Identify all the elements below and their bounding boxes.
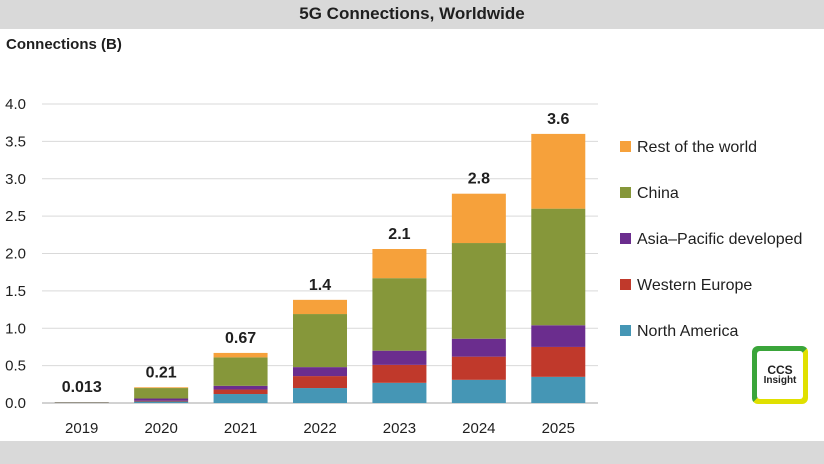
y-tick-label: 0.5 — [5, 358, 26, 375]
legend-swatch — [620, 233, 631, 244]
legend-swatch — [620, 279, 631, 290]
bar-segment — [451, 243, 506, 339]
bar-segment — [531, 376, 586, 403]
bar-segment — [134, 401, 189, 403]
bar-total-label: 0.013 — [62, 379, 102, 396]
bar-segment — [531, 133, 586, 209]
bar-segment — [293, 388, 347, 403]
y-tick-label: 0.0 — [5, 395, 26, 412]
x-tick-label: 2023 — [383, 420, 416, 437]
bar-segment — [134, 398, 189, 401]
bar-segment — [293, 376, 347, 389]
y-axis-label: Connections (B) — [6, 36, 122, 53]
legend-swatch — [620, 187, 631, 198]
x-tick-label: 2024 — [462, 420, 495, 437]
bar-total-label: 2.8 — [468, 171, 490, 188]
bar-segment — [531, 208, 586, 326]
x-tick-label: 2019 — [65, 420, 98, 437]
bar-segment — [293, 299, 347, 315]
y-tick-label: 3.0 — [5, 171, 26, 188]
bar-segment — [372, 350, 427, 365]
bar-segment — [531, 346, 586, 377]
bar-segment — [134, 388, 189, 399]
bar-total-label: 1.4 — [309, 277, 331, 294]
legend-label: North America — [637, 323, 738, 340]
legend-label: Rest of the world — [637, 139, 757, 156]
bar-segment — [451, 356, 506, 380]
bar-segment — [372, 364, 427, 383]
y-tick-label: 3.5 — [5, 133, 26, 150]
bar-segment — [531, 325, 586, 347]
legend-swatch — [620, 325, 631, 336]
bar-segment — [451, 193, 506, 244]
y-tick-label: 2.0 — [5, 246, 26, 263]
bar-total-label: 0.21 — [146, 364, 177, 381]
bar-segment — [451, 379, 506, 403]
bar-segment — [451, 338, 506, 357]
bar-segment — [372, 382, 427, 403]
y-tick-label: 1.5 — [5, 283, 26, 300]
bar-segment — [213, 352, 268, 358]
legend-label: Western Europe — [637, 277, 752, 294]
bar-segment — [213, 385, 268, 390]
y-tick-label: 1.0 — [5, 320, 26, 337]
bar-segment — [213, 357, 268, 386]
x-tick-label: 2025 — [542, 420, 575, 437]
x-tick-label: 2022 — [303, 420, 336, 437]
logo-text-line1: CCS — [767, 363, 793, 377]
ccs-insight-logo: CCS Insight — [752, 346, 808, 404]
legend-label: Asia–Pacific developed — [637, 231, 802, 248]
y-tick-label: 4.0 — [5, 96, 26, 113]
logo-text-line2: Insight — [763, 375, 797, 386]
bar-segment — [134, 387, 189, 389]
bar-segment — [213, 389, 268, 395]
x-tick-label: 2020 — [144, 420, 177, 437]
bar-segment — [293, 367, 347, 377]
x-tick-label: 2021 — [224, 420, 257, 437]
bar-segment — [293, 314, 347, 368]
bar-segment — [213, 394, 268, 403]
bar-total-label: 3.6 — [547, 111, 569, 128]
y-tick-label: 2.5 — [5, 208, 26, 225]
bar-total-label: 0.67 — [225, 330, 256, 347]
legend-label: China — [637, 185, 679, 202]
chart-title: 5G Connections, Worldwide — [299, 4, 525, 23]
bar-total-label: 2.1 — [388, 226, 410, 243]
bar-segment — [134, 400, 189, 402]
bar-segment — [372, 278, 427, 351]
bar-segment — [372, 249, 427, 279]
legend-swatch — [620, 141, 631, 152]
